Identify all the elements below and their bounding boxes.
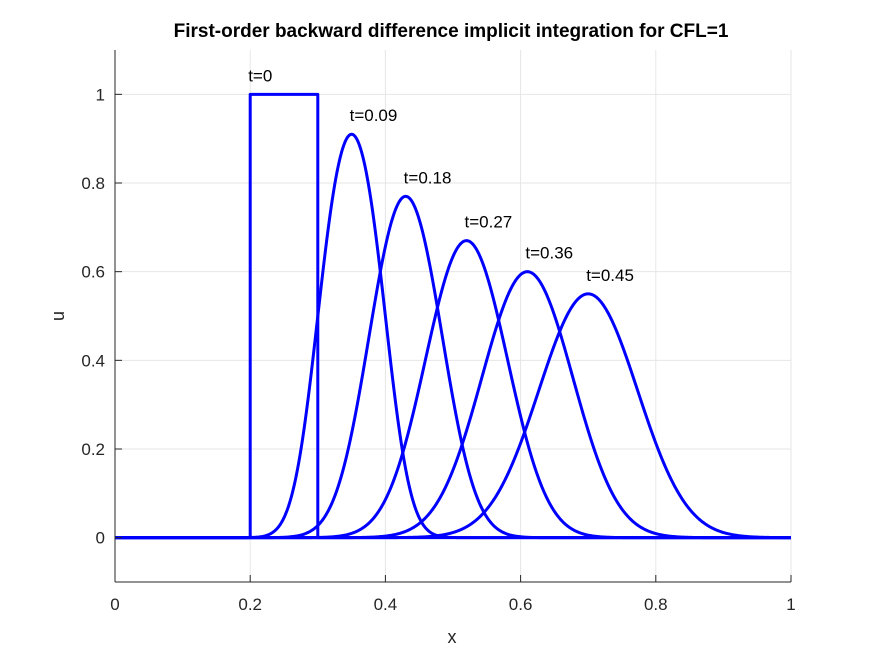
series-line-5 — [114, 292, 792, 540]
series-line-3 — [114, 239, 792, 540]
chart-title: First-order backward difference implicit… — [174, 21, 729, 42]
x-axis-label: x — [448, 627, 457, 647]
annotation-0: t=0 — [248, 66, 272, 85]
x-tick-label-3: 0.6 — [509, 595, 533, 614]
y-tick-label-1: 0.2 — [81, 440, 105, 459]
y-tick-label-0: 0 — [96, 529, 105, 548]
y-tick-label-3: 0.6 — [81, 263, 105, 282]
y-tick-label-4: 0.8 — [81, 174, 105, 193]
x-tick-label-4: 0.8 — [644, 595, 668, 614]
y-axis-label: u — [48, 311, 68, 321]
annotation-5: t=0.45 — [586, 266, 634, 285]
x-tick-label-2: 0.4 — [374, 595, 398, 614]
curve-annotations: t=0 t=0.09 t=0.18 t=0.27 t=0.36 t=0.45 — [248, 66, 634, 285]
series-line-1 — [114, 132, 792, 540]
grid — [114, 50, 792, 582]
axes — [114, 50, 792, 583]
annotation-3: t=0.27 — [465, 213, 513, 232]
y-tick-label-2: 0.4 — [81, 351, 105, 370]
y-tick-label-5: 1 — [96, 85, 105, 104]
x-tick-label-0: 0 — [110, 595, 119, 614]
annotation-1: t=0.09 — [350, 106, 398, 125]
x-tick-label-5: 1 — [786, 595, 795, 614]
annotation-2: t=0.18 — [404, 168, 452, 187]
tick-labels: 0 0.2 0.4 0.6 0.8 1 0 0.2 0.4 0.6 0.8 1 — [81, 85, 795, 614]
x-tick-label-1: 0.2 — [238, 595, 262, 614]
annotation-4: t=0.36 — [525, 244, 573, 263]
plot-lines — [114, 92, 792, 540]
series-line-2 — [114, 194, 792, 540]
